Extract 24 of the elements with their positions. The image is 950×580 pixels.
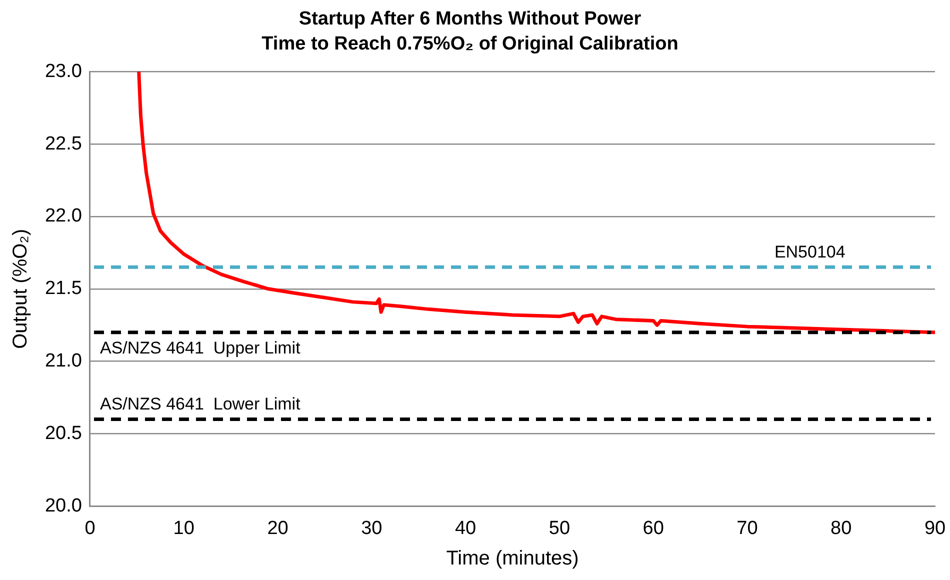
ref-line-label: EN50104 <box>774 242 846 262</box>
x-tick-label: 10 <box>173 518 194 539</box>
x-tick-label: 40 <box>454 518 476 539</box>
x-tick-label: 70 <box>736 518 758 539</box>
y-tick-label: 20.5 <box>44 423 82 444</box>
x-tick-label: 60 <box>642 518 664 539</box>
y-tick-label: 23.0 <box>44 60 82 82</box>
x-axis-title: Time (minutes) <box>446 548 579 570</box>
y-tick-label: 22.0 <box>44 206 82 227</box>
y-tick-label: 21.0 <box>44 350 82 372</box>
y-tick-label: 21.5 <box>44 278 82 300</box>
x-tick-label: 20 <box>267 518 288 539</box>
y-axis-title: Output (%O₂) <box>10 228 32 349</box>
x-tick-label: 0 <box>84 518 96 539</box>
x-tick-label: 30 <box>361 518 382 539</box>
y-tick-label: 20.0 <box>44 495 82 516</box>
x-tick-label: 80 <box>830 518 852 539</box>
chart-title: Startup After 6 Months Without Power <box>298 8 642 30</box>
y-tick-label: 22.5 <box>44 133 82 154</box>
chart-subtitle: Time to Reach 0.75%O₂ of Original Calibration <box>262 33 678 54</box>
ref-line-label: AS/NZS 4641 Upper Limit <box>100 338 301 358</box>
x-tick-label: 50 <box>548 518 570 539</box>
x-tick-label: 90 <box>924 518 946 539</box>
ref-line-label: AS/NZS 4641 Lower Limit <box>100 394 301 414</box>
